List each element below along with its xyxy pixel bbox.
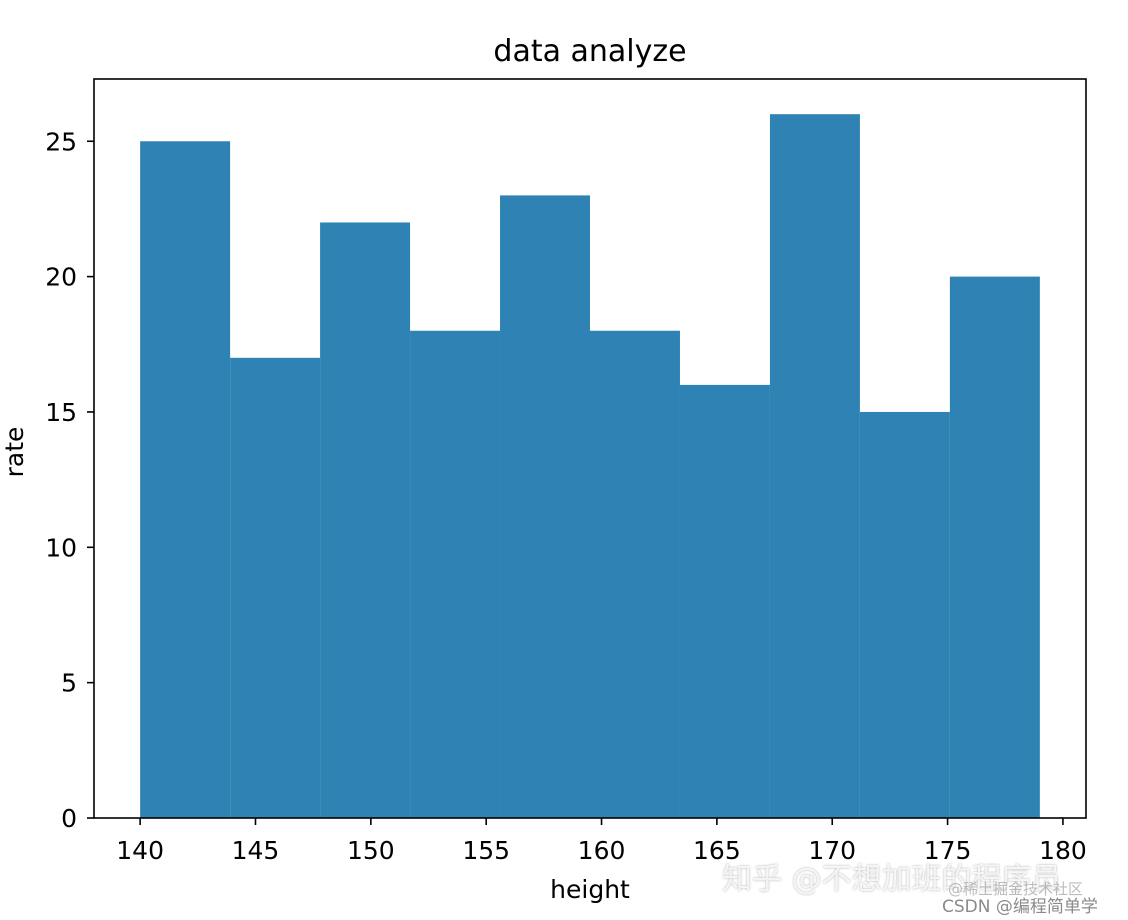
x-tick-label: 150 — [347, 836, 395, 865]
watermark-zhihu: 知乎 @不想加班的程序员 — [722, 862, 1062, 897]
histogram-bar — [320, 222, 411, 818]
y-tick-label: 25 — [45, 127, 77, 156]
watermark-juejin: @稀土掘金技术社区 — [948, 880, 1084, 898]
histogram-bar — [410, 330, 501, 818]
histogram-bar — [590, 330, 680, 818]
histogram-bars — [140, 114, 1040, 819]
x-tick-label: 165 — [693, 836, 741, 865]
x-tick-label: 145 — [232, 836, 280, 865]
histogram-bar — [949, 276, 1040, 819]
histogram-bar — [230, 357, 321, 818]
x-axis: 140 145 150 155 160 165 170 175 180 — [116, 818, 1087, 865]
y-tick-label: 10 — [45, 533, 77, 562]
histogram-bar — [140, 141, 231, 818]
histogram-bar — [500, 195, 590, 818]
x-tick-label: 170 — [808, 836, 856, 865]
histogram-bar — [859, 411, 950, 818]
chart-title: data analyze — [493, 34, 686, 69]
y-tick-label: 15 — [45, 398, 77, 427]
x-tick-label: 175 — [924, 836, 972, 865]
x-tick-label: 180 — [1039, 836, 1087, 865]
x-tick-label: 160 — [578, 836, 626, 865]
y-tick-label: 5 — [61, 669, 77, 698]
y-axis-label: rate — [0, 427, 29, 478]
histogram-bar — [679, 384, 770, 818]
y-tick-label: 20 — [45, 263, 77, 292]
y-axis: 0 5 10 15 20 25 — [45, 127, 94, 833]
x-tick-label: 155 — [462, 836, 510, 865]
x-tick-label: 140 — [116, 836, 164, 865]
plot-frame — [93, 78, 1087, 819]
histogram-bar — [769, 114, 860, 818]
watermark-csdn: CSDN @编程简单学 — [942, 897, 1098, 917]
y-tick-label: 0 — [61, 804, 77, 833]
x-axis-label: height — [550, 875, 630, 904]
